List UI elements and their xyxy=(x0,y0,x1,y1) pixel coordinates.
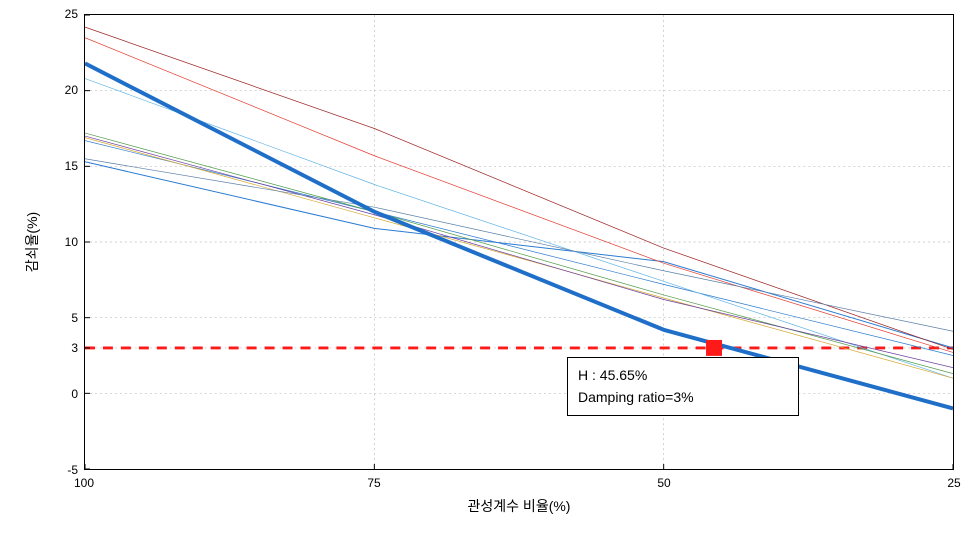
annotation-line-2: Damping ratio=3% xyxy=(578,386,788,408)
annotation-box: H : 45.65% Damping ratio=3% xyxy=(567,357,799,416)
x-tick-label: 75 xyxy=(367,476,380,490)
chart-container: 100 75 50 25 -5 0 3 5 10 15 20 25 관성계수 비율(%) 감쇠율(%… xyxy=(0,0,966,536)
plot-area xyxy=(84,14,954,470)
annotation-line-1: H : 45.65% xyxy=(578,364,788,386)
y-tick-label: 20 xyxy=(54,83,78,97)
x-axis-label: 관성계수 비율(%) xyxy=(468,496,571,516)
y-tick-label: 5 xyxy=(54,311,78,325)
x-tick-label: 50 xyxy=(657,476,670,490)
y-tick-label: 10 xyxy=(54,235,78,249)
y-axis-label: 감쇠율(%) xyxy=(22,212,42,272)
plot-svg xyxy=(85,15,953,469)
x-tick-label: 25 xyxy=(947,476,960,490)
y-tick-label: 0 xyxy=(54,387,78,401)
x-tick-label: 100 xyxy=(74,476,94,490)
y-tick-label: 3 xyxy=(54,341,78,355)
y-tick-label: 15 xyxy=(54,159,78,173)
y-tick-label: -5 xyxy=(54,463,78,477)
y-tick-label: 25 xyxy=(54,7,78,21)
